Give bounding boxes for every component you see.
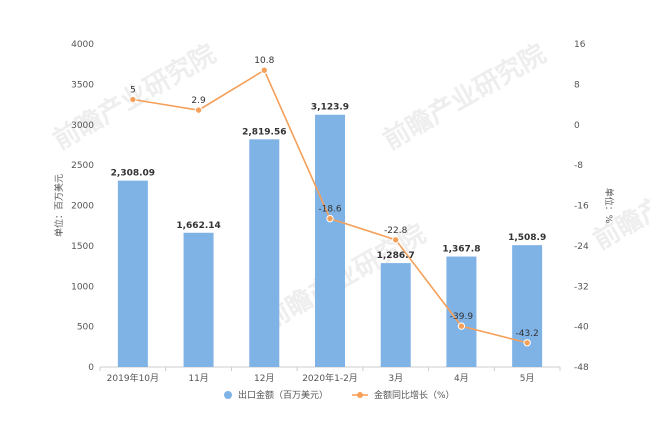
bar-data-label: 2,819.56	[242, 127, 286, 137]
legend-bar-marker	[224, 391, 232, 399]
x-tick-label: 11月	[188, 373, 208, 384]
y-right-tick-label: -16	[574, 202, 589, 212]
y-left-tick-label: 3000	[71, 121, 94, 131]
bar-data-label: 3,123.9	[311, 103, 349, 113]
line-data-label: 10.8	[254, 56, 274, 66]
line-point	[194, 106, 203, 114]
y-right-tick-label: -40	[574, 323, 589, 333]
bar	[512, 245, 543, 367]
y-left-tick-label: 0	[88, 363, 94, 373]
y-right-tick-label: 16	[574, 40, 586, 50]
y-left-tick-label: 2500	[71, 161, 94, 171]
legend-bar-label: 出口金额（百万美元）	[238, 389, 328, 401]
line-point	[129, 95, 137, 104]
line-layer	[129, 66, 531, 347]
line-point	[326, 214, 334, 223]
legend-line-marker	[357, 392, 363, 398]
line-point	[457, 322, 466, 330]
y-right-tick-label: 8	[574, 80, 580, 90]
y-left-axis-label: 单位：百万美元	[53, 174, 65, 237]
bar	[117, 180, 148, 367]
legend: 出口金额（百万美元） 金额同比增长（%）	[224, 389, 455, 401]
y-left-tick-label: 500	[77, 323, 94, 333]
line-data-label: -22.8	[384, 226, 408, 236]
line-data-label: -39.9	[450, 312, 474, 322]
line-data-label: 2.9	[191, 96, 206, 106]
bar-data-label: 1,662.14	[176, 221, 220, 231]
y-left-tick-label: 1000	[71, 282, 94, 292]
x-tick-label: 12月	[254, 373, 274, 384]
legend-line-label: 金额同比增长（%）	[374, 389, 455, 401]
bar	[315, 114, 345, 367]
bar-data-label: 1,286.7	[377, 251, 415, 261]
line-point	[260, 66, 268, 74]
bar	[183, 232, 214, 367]
bar	[249, 139, 280, 367]
bar-data-label: 1,508.9	[508, 233, 546, 243]
x-tick-label: 2020年1-2月	[302, 372, 358, 384]
y-right-tick-label: -24	[574, 242, 589, 252]
line-data-label: -43.2	[515, 329, 538, 339]
line-data-label: 5	[130, 86, 136, 96]
x-tick-label: 3月	[388, 373, 403, 384]
line-point	[523, 339, 531, 347]
x-tick-label: 5月	[520, 373, 535, 384]
bar	[380, 263, 411, 367]
y-left-tick-label: 2000	[71, 202, 94, 212]
bar-data-label: 2,308.09	[111, 169, 155, 179]
y-right-tick-label: 0	[574, 121, 580, 131]
bars-layer	[117, 114, 543, 367]
y-right-tick-label: -48	[574, 363, 589, 373]
y-left-tick-label: 1500	[71, 242, 94, 252]
bar-data-label: 1,367.8	[442, 245, 480, 255]
y-left-tick-label: 3500	[71, 80, 94, 90]
y-right-axis-label: 单位：%	[603, 188, 615, 224]
watermark-text: 前瞻产业研究院	[378, 38, 551, 156]
y-right-tick-label: -8	[574, 161, 583, 171]
x-tick-label: 2019年10月	[107, 372, 159, 384]
x-tick-label: 4月	[454, 373, 469, 384]
data-labels-layer: 2,308.09 1,662.14 2,819.56 3,123.9 1,286.7 1,…	[111, 56, 547, 339]
y-left-tick-label: 4000	[71, 40, 94, 50]
line-point	[392, 236, 400, 244]
watermark-text: 前瞻产业研究院	[588, 138, 650, 256]
y-right-tick-label: -32	[574, 282, 589, 292]
line-data-label: -18.6	[318, 205, 342, 215]
